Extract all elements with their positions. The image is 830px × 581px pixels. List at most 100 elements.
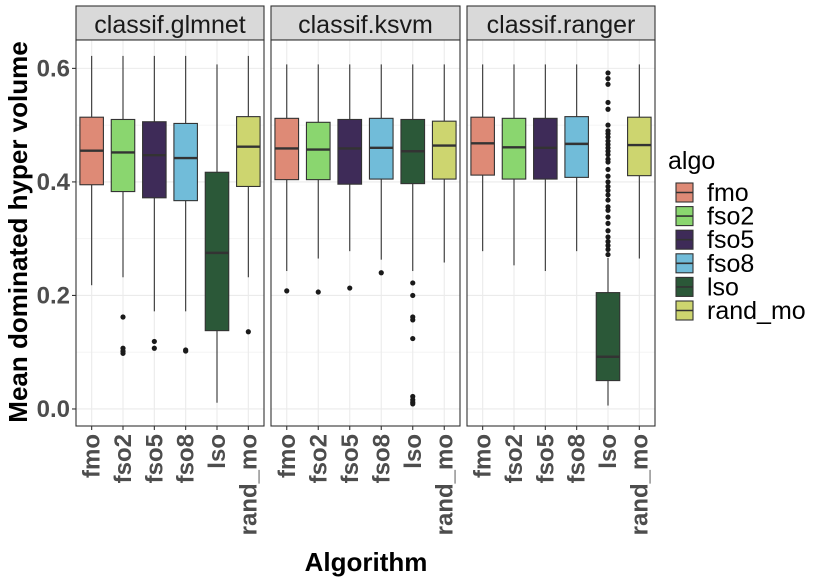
box-iqr <box>305 121 331 181</box>
legend-label: lso <box>707 273 739 301</box>
x-tick-label: fso8 <box>564 434 591 483</box>
panel-background <box>271 40 460 426</box>
outlier-point <box>245 329 251 335</box>
x-axis: fmo fso2 fso5 fso8 lso rand_mo fmo fso2 fso5 fso8… <box>79 426 653 535</box>
outlier-point <box>410 401 416 407</box>
outlier-point <box>605 134 611 140</box>
outlier-point <box>605 159 611 165</box>
x-tick-label: fso8 <box>368 434 395 483</box>
y-tick-label: 0.6 <box>37 55 70 82</box>
box-iqr <box>236 116 261 188</box>
y-tick-label: 0.0 <box>37 396 70 423</box>
outlier-point <box>605 81 611 87</box>
panel-border <box>75 39 265 427</box>
outlier-point <box>605 106 611 112</box>
outlier-point <box>347 285 353 291</box>
facet-title: classif.ranger <box>487 11 636 39</box>
x-tick-label: rand_mo <box>626 434 653 535</box>
box-fso8 <box>564 64 589 252</box>
box-iqr <box>501 117 527 180</box>
legend-item-fso2: fso2 <box>675 203 754 231</box>
facet-strip <box>466 5 656 41</box>
legend-label: fso8 <box>707 250 754 278</box>
box-iqr <box>110 118 136 193</box>
x-tick-label: fmo <box>470 434 497 478</box>
outlier-point <box>410 317 416 323</box>
box-fso5 <box>533 64 558 272</box>
x-tick-label: lso <box>204 434 231 469</box>
outlier-point <box>605 242 611 249</box>
legend-item-lso: lso <box>675 273 739 301</box>
box-iqr <box>142 121 167 199</box>
outlier-point <box>605 76 611 82</box>
outlier-point <box>120 350 126 356</box>
box-iqr <box>627 116 652 177</box>
box-iqr <box>564 116 589 178</box>
y-tick-label: 0.2 <box>37 282 70 309</box>
facet-classif-glmnet: classif.glmnet <box>75 5 265 427</box>
outlier-point <box>605 251 611 258</box>
outlier-point <box>605 207 611 213</box>
x-tick-label: lso <box>595 434 622 469</box>
box-fso2 <box>501 64 527 266</box>
facet-classif-ksvm: classif.ksvm <box>270 5 461 427</box>
x-tick-label: fso5 <box>141 434 168 483</box>
panel-background <box>76 40 264 426</box>
facet-title: classif.ksvm <box>298 11 433 39</box>
box-fso5 <box>337 64 363 291</box>
outlier-point <box>378 270 384 276</box>
box-fso8 <box>173 55 198 354</box>
outlier-point <box>284 288 290 294</box>
outlier-point <box>410 280 416 286</box>
facet-title: classif.glmnet <box>94 11 245 39</box>
outlier-point <box>410 335 416 342</box>
outlier-point <box>410 292 416 299</box>
outlier-point <box>605 183 611 190</box>
box-iqr <box>204 171 230 332</box>
box-lso <box>400 64 426 407</box>
outlier-point <box>151 338 157 345</box>
box-iqr <box>431 120 457 180</box>
x-tick-label: rand_mo <box>235 434 262 535</box>
y-axis: 0.0 0.2 0.4 0.6 <box>37 55 76 423</box>
facet-panels: classif.glmnet classif.ksvm classif.ranger <box>75 5 656 427</box>
box-rand_mo <box>627 64 652 259</box>
box-iqr <box>470 116 495 176</box>
x-tick-label: fso2 <box>501 434 528 483</box>
box-fso2 <box>110 55 136 356</box>
outlier-point <box>605 179 611 185</box>
outlier-point <box>151 345 157 351</box>
x-tick-label: rand_mo <box>431 434 458 535</box>
facet-strip <box>75 5 265 41</box>
outlier-point <box>605 152 611 158</box>
panel-border <box>270 39 461 427</box>
box-fmo <box>79 55 104 286</box>
outlier-point <box>605 220 611 226</box>
x-axis-title: Algorithm <box>305 547 428 577</box>
legend-label: fso2 <box>707 203 754 231</box>
outlier-point <box>605 228 611 234</box>
box-iqr <box>337 118 363 185</box>
outlier-point <box>605 70 611 76</box>
outlier-point <box>605 234 611 240</box>
box-lso <box>204 64 230 403</box>
x-tick-label: fmo <box>79 434 106 478</box>
x-tick-label: fso2 <box>110 434 137 483</box>
box-fso8 <box>368 64 394 276</box>
outlier-point <box>315 289 321 295</box>
facet-classif-ranger: classif.ranger <box>466 5 656 427</box>
outlier-point <box>605 192 611 198</box>
box-iqr <box>173 122 198 202</box>
outlier-point <box>183 348 189 354</box>
panel-background <box>467 40 655 426</box>
x-tick-label: fmo <box>274 434 301 478</box>
outlier-point <box>605 246 611 253</box>
box-fmo <box>274 64 300 294</box>
outlier-point <box>605 99 611 106</box>
x-tick-label: fso2 <box>305 434 332 483</box>
box-rand_mo <box>431 64 457 263</box>
legend-label: fmo <box>707 179 749 207</box>
legend-title: algo <box>668 147 715 175</box>
